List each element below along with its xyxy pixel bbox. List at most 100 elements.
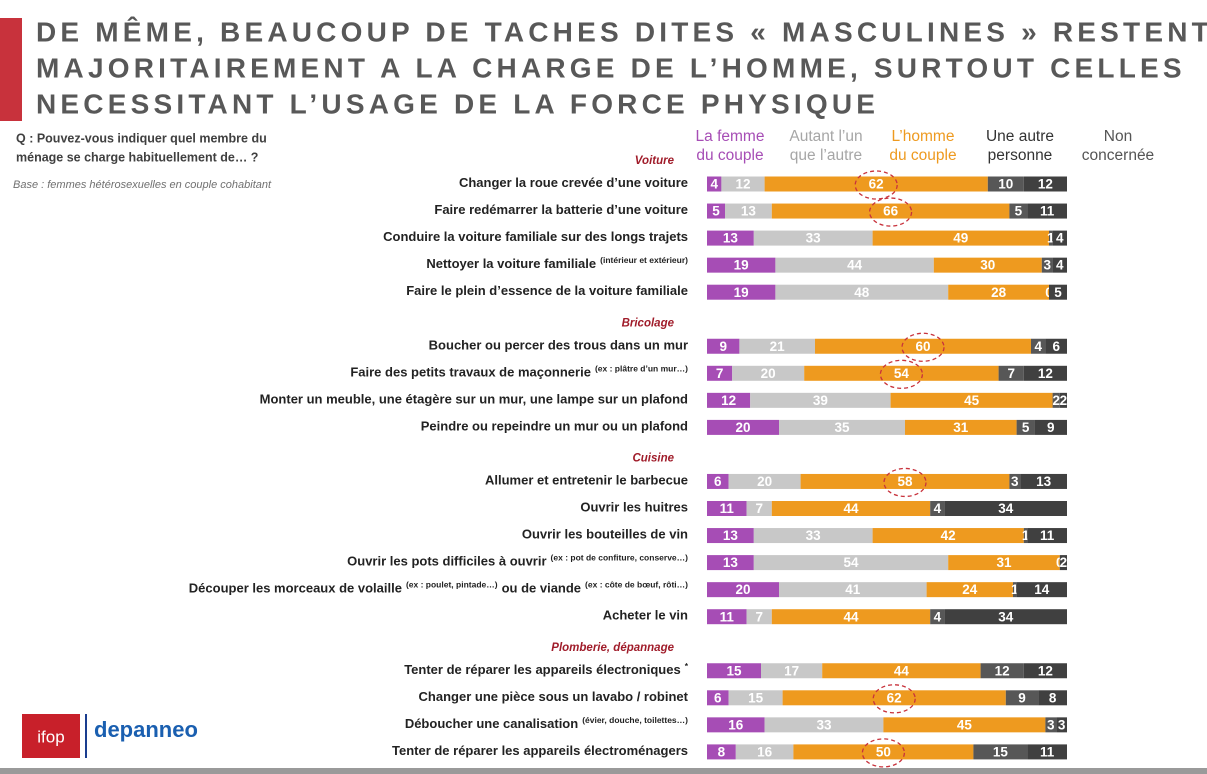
value-label: 44 [894,663,910,678]
highlight-circle [854,170,898,200]
value-label: 4 [1056,231,1064,246]
value-label: 33 [806,231,822,246]
category-label: Boucher ou percer des trous dans un mur [429,338,688,353]
value-label: 44 [843,609,859,624]
legend-label: L’homme [892,128,955,145]
bar-segment [775,284,949,300]
bar-segment [782,690,1006,706]
bar-segment [1009,203,1028,219]
bar-segment [1056,717,1067,733]
bar-segment [930,501,945,516]
bar-segment [764,176,988,192]
category-label: Découper les morceaux de volaille (ex : p… [189,580,688,596]
bar-segment [1009,473,1021,489]
bar-segment [707,690,729,706]
bar-segment [1023,663,1067,679]
value-label: 31 [953,420,969,435]
value-label: 48 [854,285,870,300]
value-label: 33 [816,717,832,732]
bar-segment [793,744,974,760]
category-text: Tenter de réparer les appareils électron… [404,662,681,677]
bar-segment [771,501,931,516]
bar-segment [707,663,761,679]
category-label: Monter un meuble, une étagère sur un mur… [260,392,688,407]
group-label: Cuisine [632,452,674,464]
title-line: NECESSITANT L’USAGE DE LA FORCE PHYSIQUE [36,88,879,119]
highlight-circle [872,684,916,714]
bar-segment [822,663,981,679]
value-label: 13 [741,204,757,219]
title-line: DE MÊME, BEAUCOUP DE TACHES DITES « MASC… [36,16,1207,47]
bar-segment [1031,338,1046,354]
legend-label: que l’autre [790,147,862,164]
value-label: 9 [1047,420,1055,435]
bar-segment [707,528,754,544]
title-accent [0,18,22,121]
value-label: 1 [1022,528,1030,543]
bar-segment [746,609,772,625]
bar-segment [753,528,873,544]
value-label: 58 [897,474,913,489]
value-label: 13 [723,555,739,570]
value-label: 15 [748,690,764,705]
bar-segment [944,609,1067,625]
value-label: 62 [869,177,884,192]
category-text: Ouvrir les bouteilles de vin [522,527,688,542]
value-label: 8 [1049,690,1057,705]
value-label: 5 [712,204,720,219]
category-text: Peindre ou repeindre un mur ou un plafon… [421,419,688,434]
value-label: 9 [1018,690,1026,705]
category-text: Changer la roue crevée d’une voiture [459,175,688,190]
bar-segment [948,555,1060,571]
value-label: 7 [716,366,724,381]
value-label: 3 [1011,474,1019,489]
value-label: 17 [784,663,799,678]
group-label: Plomberie, dépannage [551,642,674,654]
bar-segment [1016,419,1035,435]
value-label: 12 [1038,177,1053,192]
value-label: 2 [1060,555,1068,570]
highlight-circle [868,197,913,227]
value-label: 3 [1043,258,1051,273]
bar-segment [872,230,1049,246]
bar-segment [775,257,934,273]
value-label: 24 [962,582,978,597]
legend-label: Non [1104,128,1132,145]
value-label: 10 [998,177,1013,192]
bar-segment [707,176,722,192]
base-note: Base : femmes hétérosexuelles en couple … [13,179,272,191]
bar-segment [1023,365,1067,381]
bar-segment [973,744,1028,760]
category-text: Déboucher une canalisation [405,716,578,731]
category-label: Conduire la voiture familiale sur des lo… [383,230,688,245]
bar-segment [987,176,1024,192]
highlight-circle [861,738,906,768]
bar-segment [1027,203,1067,219]
bar-segment [707,717,765,733]
bar-segment [779,582,927,598]
value-label: 54 [843,555,859,570]
bar-segment [933,257,1042,273]
value-label: 3 [1058,717,1066,732]
value-label: 35 [834,420,850,435]
category-note: (intérieur et extérieur) [600,255,688,265]
category-label: Changer une pièce sous un lavabo / robin… [419,689,689,704]
value-label: 3 [1047,717,1055,732]
bar-segment [707,555,754,571]
value-label: 4 [710,177,718,192]
bar-segment [707,609,747,625]
bar-segment [1041,257,1053,273]
bar-segment [746,501,772,516]
bar-segment [707,230,754,246]
bar-segment [883,717,1046,733]
category-note: * [685,661,689,671]
value-label: 7 [755,609,763,624]
bar-segment [1038,690,1067,706]
value-label: 33 [806,528,822,543]
legend-label: La femme [696,128,765,145]
value-label: 2 [1060,393,1068,408]
bar-segment [1059,555,1067,571]
category-text: Faire des petits travaux de maçonnerie [350,365,591,380]
bar-segment [739,338,815,354]
value-label: 7 [1007,366,1015,381]
